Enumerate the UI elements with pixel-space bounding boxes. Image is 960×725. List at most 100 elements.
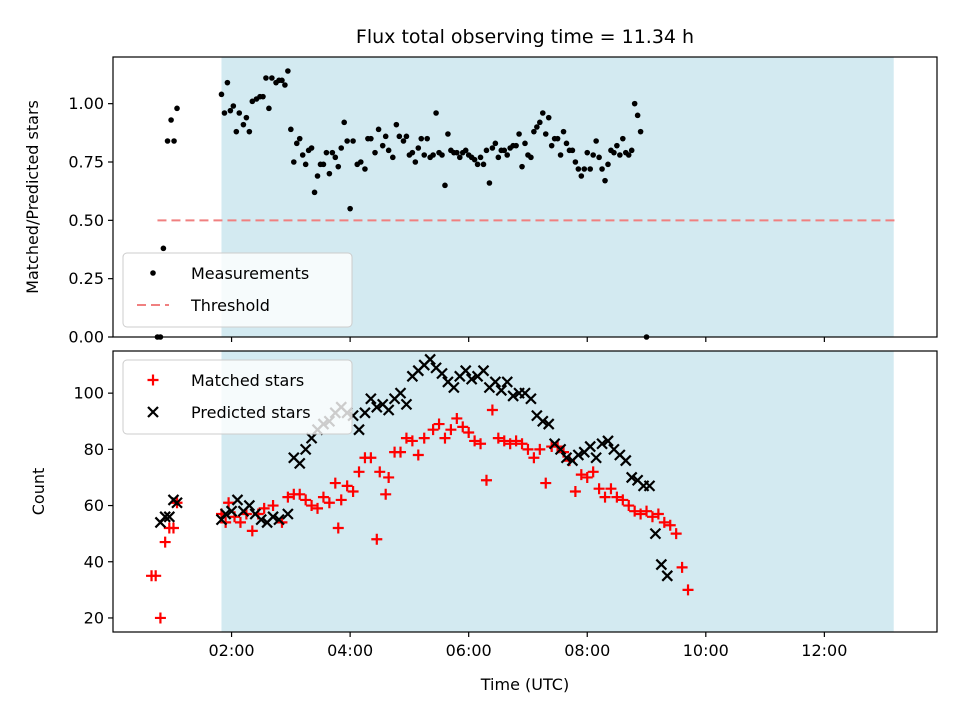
data-point-measurements	[415, 145, 422, 151]
data-point-measurements	[246, 128, 253, 135]
data-point-measurements	[357, 159, 364, 165]
data-point-measurements	[637, 128, 644, 135]
data-point-measurements	[227, 107, 234, 114]
data-point-matched-stars	[329, 477, 341, 489]
data-point-matched-stars	[569, 486, 581, 497]
data-point-measurements	[483, 147, 490, 154]
data-point-predicted-stars	[282, 508, 294, 520]
data-point-matched-stars	[347, 486, 359, 497]
data-point-measurements	[224, 79, 231, 86]
data-point-matched-stars	[317, 491, 329, 503]
data-point-matched-stars	[412, 449, 424, 461]
data-point-measurements	[164, 138, 171, 144]
data-point-measurements	[504, 152, 511, 158]
x-tick-label: 08:00	[564, 641, 610, 660]
data-point-predicted-stars	[560, 452, 573, 464]
data-point-measurements	[329, 149, 336, 156]
data-point-predicted-stars	[495, 384, 508, 397]
data-point-measurements	[560, 128, 567, 135]
data-point-matched-stars	[528, 452, 540, 464]
data-point-measurements	[563, 140, 570, 147]
data-point-measurements	[557, 152, 564, 158]
data-point-measurements	[421, 152, 428, 158]
plot-frame	[112, 56, 938, 338]
data-point-predicted-stars	[382, 404, 395, 416]
x-tick-label: 06:00	[446, 641, 492, 660]
data-point-predicted-stars	[489, 376, 502, 388]
data-point-measurements	[501, 147, 508, 154]
data-point-measurements	[296, 135, 303, 142]
data-point-measurements	[243, 114, 250, 121]
data-point-matched-stars	[246, 525, 258, 537]
data-point-measurements	[230, 103, 237, 109]
data-point-measurements	[412, 159, 419, 165]
data-point-matched-stars	[498, 435, 510, 447]
data-point-measurements	[531, 128, 537, 135]
data-point-measurements	[347, 205, 353, 212]
data-point-predicted-stars	[619, 454, 632, 467]
data-point-measurements	[344, 138, 350, 144]
data-point-measurements	[403, 133, 410, 140]
legend-label: Measurements	[191, 264, 309, 283]
data-point-matched-stars	[353, 466, 365, 478]
data-point-predicted-stars	[400, 398, 413, 411]
data-point-predicted-stars	[542, 418, 555, 430]
data-point-measurements	[542, 131, 549, 137]
data-point-matched-stars	[486, 404, 498, 416]
data-point-measurements	[302, 161, 309, 168]
data-point-matched-stars	[400, 432, 412, 444]
data-point-matched-stars	[323, 497, 335, 509]
data-point-matched-stars	[540, 477, 552, 489]
data-point-measurements	[400, 138, 407, 144]
data-point-predicted-stars	[572, 449, 585, 461]
legend-box	[122, 359, 353, 435]
data-point-measurements	[489, 145, 496, 151]
data-point-measurements	[474, 161, 481, 168]
data-point-matched-stars	[445, 424, 457, 436]
data-point-predicted-stars	[649, 527, 662, 540]
data-point-predicted-stars	[661, 570, 674, 582]
data-point-measurements	[233, 128, 240, 135]
data-point-measurements	[174, 105, 180, 112]
data-point-measurements	[554, 135, 561, 142]
data-point-measurements	[320, 161, 327, 168]
data-point-measurements	[480, 161, 487, 168]
data-point-predicted-stars	[465, 373, 478, 385]
data-point-predicted-stars	[525, 392, 537, 405]
data-point-measurements	[628, 147, 635, 154]
data-point-measurements	[545, 114, 552, 121]
y-axis-label: Count	[29, 468, 48, 516]
data-point-measurements	[634, 112, 641, 119]
x-axis-label: Time (UTC)	[480, 675, 569, 694]
data-point-measurements	[293, 140, 300, 147]
data-point-predicted-stars	[353, 423, 365, 436]
data-point-measurements	[279, 77, 285, 84]
data-point-measurements	[379, 142, 386, 149]
data-point-measurements	[314, 173, 321, 179]
data-point-measurements	[516, 131, 522, 137]
data-point-measurements	[382, 133, 389, 140]
data-point-measurements	[372, 149, 378, 156]
data-point-matched-stars	[406, 435, 418, 447]
data-point-matched-stars	[223, 497, 235, 509]
data-point-measurements	[620, 135, 626, 142]
data-point-measurements	[578, 173, 585, 179]
data-point-matched-stars	[575, 469, 587, 481]
data-point-predicted-stars	[171, 496, 183, 509]
data-point-measurements	[260, 93, 266, 100]
data-point-matched-stars	[335, 494, 347, 506]
data-point-predicted-stars	[159, 511, 171, 523]
data-point-measurements	[572, 159, 579, 165]
data-point-predicted-stars	[365, 392, 377, 405]
chart-title: Flux total observing time = 11.34 h	[356, 26, 694, 48]
data-point-predicted-stars	[537, 415, 549, 428]
plot-frame	[112, 350, 938, 633]
data-point-measurements	[537, 119, 543, 126]
data-point-measurements	[168, 117, 174, 123]
data-point-matched-stars	[587, 466, 599, 478]
data-point-measurements	[456, 154, 463, 161]
data-point-measurements	[548, 142, 555, 149]
data-point-matched-stars	[365, 452, 377, 464]
data-point-matched-stars	[380, 488, 392, 500]
